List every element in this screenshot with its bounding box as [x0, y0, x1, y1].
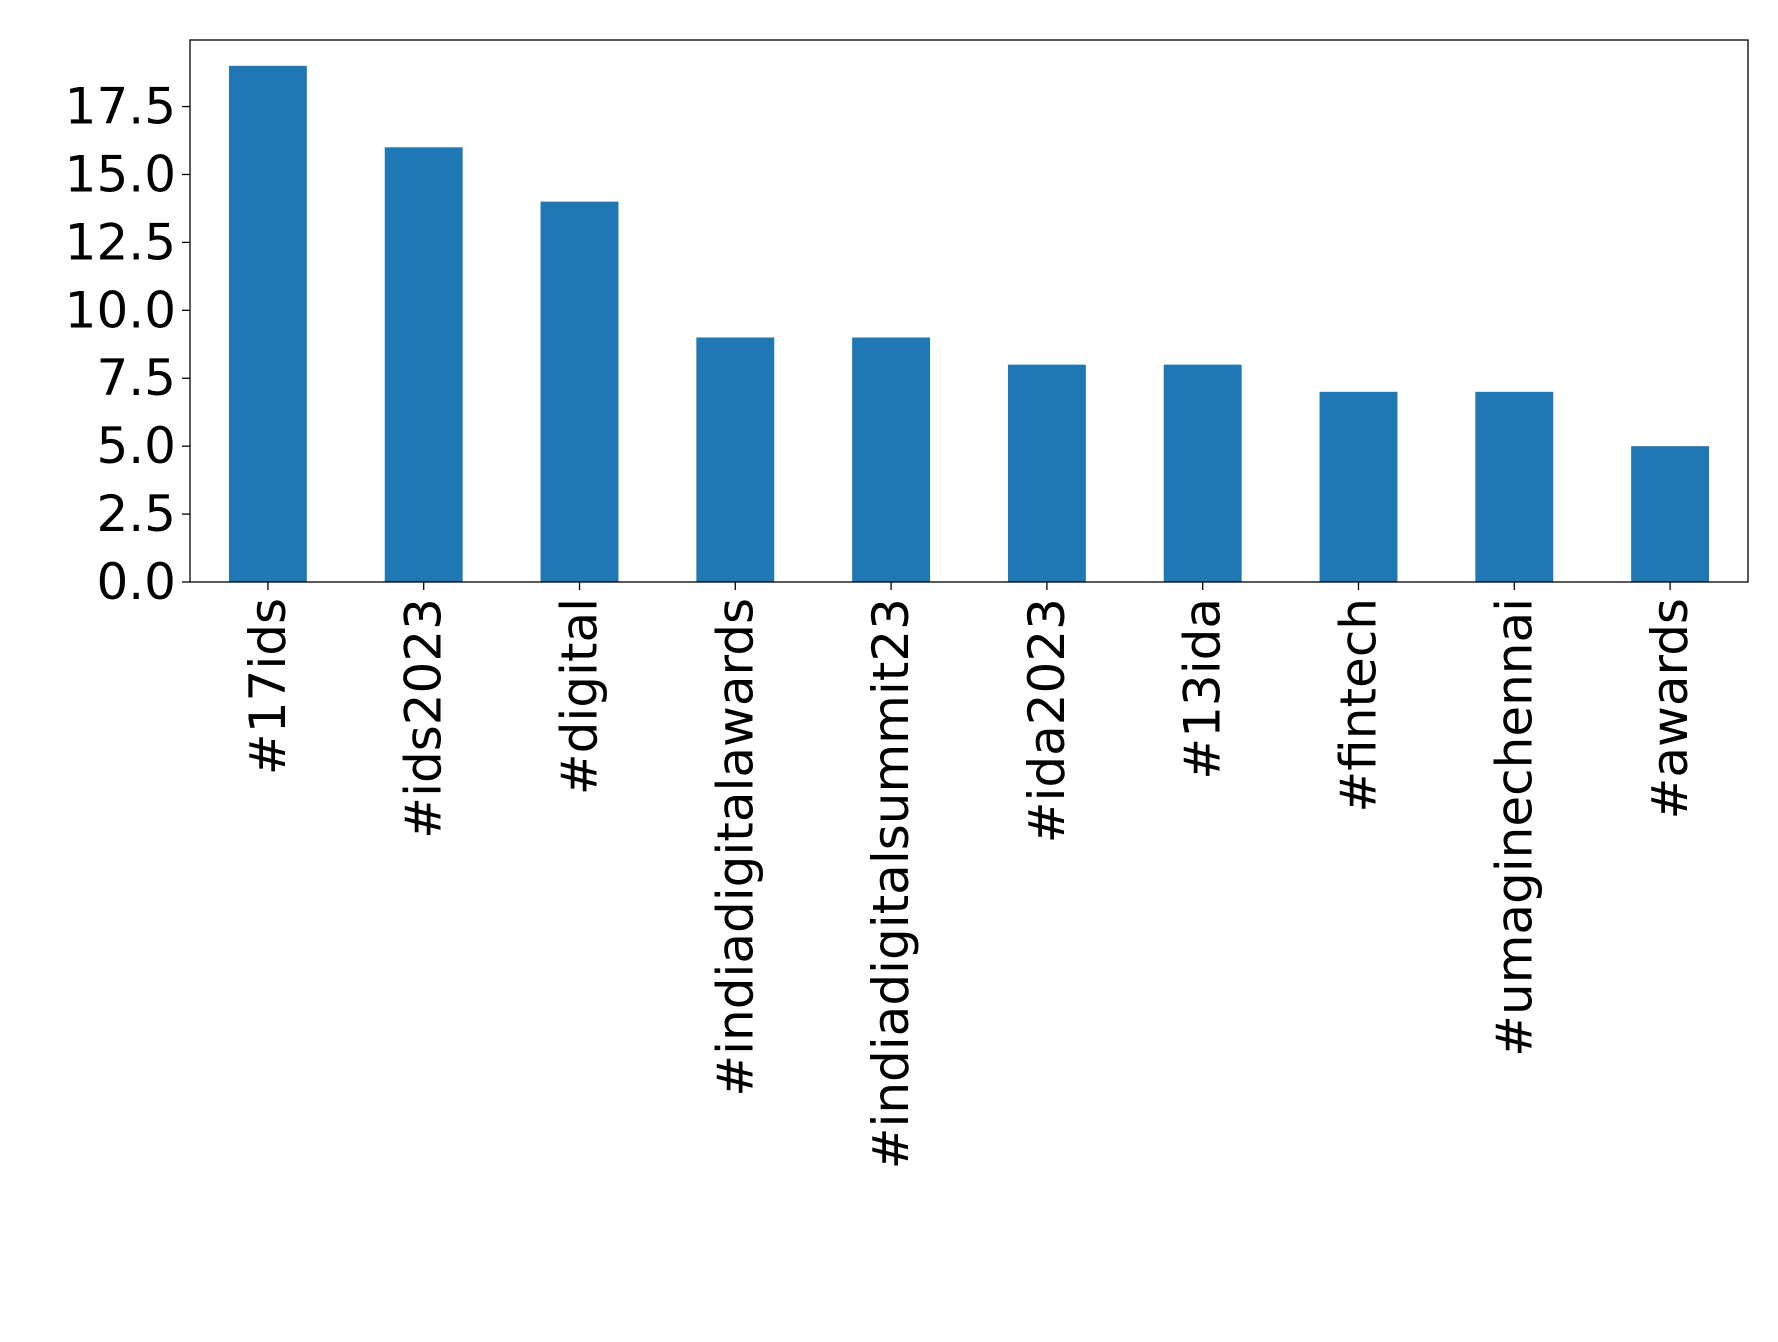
y-axis: 0.0 2.5 5.0 7.5 10.0 12.5 15.0 17.5 — [65, 78, 190, 611]
y-tick-label: 10.0 — [65, 281, 176, 339]
bars-group — [228, 65, 1710, 583]
y-tick-label: 7.5 — [96, 349, 176, 407]
x-tick-label: #digital — [551, 598, 609, 795]
x-tick-label: #indiadigitalsummit23 — [862, 598, 920, 1169]
bar-ids2023 — [384, 147, 463, 582]
bar-umaginechennai — [1475, 391, 1554, 582]
bar-fintech — [1319, 391, 1398, 582]
x-tick-label: #ids2023 — [395, 598, 453, 839]
plot-frame — [189, 39, 1749, 583]
bar-indiadigitalsummit23 — [852, 337, 931, 582]
y-tick-label: 12.5 — [65, 213, 176, 271]
bar-indiadigitalawards — [696, 337, 775, 582]
y-tick-label: 5.0 — [96, 417, 176, 475]
bar-awards — [1631, 446, 1710, 582]
y-tick-label: 0.0 — [96, 553, 176, 611]
y-tick-label: 17.5 — [65, 78, 176, 136]
y-tick-label: 2.5 — [96, 485, 176, 543]
x-tick-label: #ida2023 — [1018, 598, 1076, 843]
x-tick-label: #fintech — [1330, 598, 1388, 813]
x-tick-label: #17ids — [239, 598, 297, 775]
bar-17ids — [228, 65, 307, 583]
x-axis: #17ids #ids2023 #digital #indiadigitalaward… — [239, 582, 1699, 1169]
x-tick-label: #indiadigitalawards — [706, 598, 764, 1097]
bar-ida2023 — [1007, 364, 1086, 582]
bar-digital — [540, 201, 619, 583]
x-tick-label: #umaginechennai — [1485, 598, 1543, 1057]
y-tick-label: 15.0 — [65, 145, 176, 203]
x-tick-label: #13ida — [1174, 598, 1232, 780]
bar-13ida — [1163, 364, 1242, 582]
x-tick-label: #awards — [1641, 598, 1699, 820]
